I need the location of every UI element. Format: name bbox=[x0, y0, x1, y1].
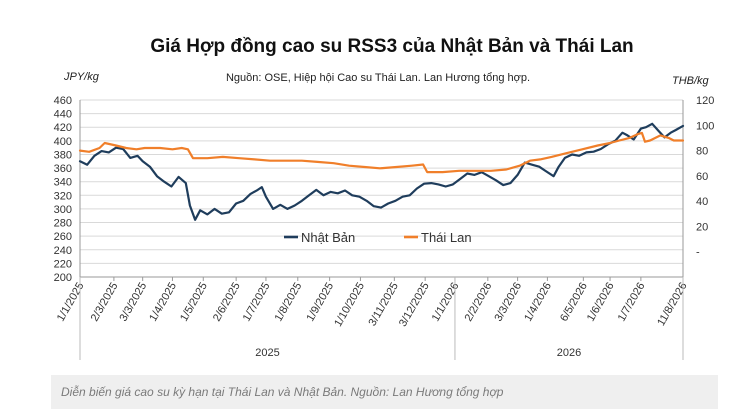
y-left-tick-label: 260 bbox=[54, 231, 72, 243]
y-left-tick-label: 360 bbox=[54, 163, 72, 175]
year-group-label: 2025 bbox=[255, 347, 279, 359]
y-left-tick-label: 420 bbox=[54, 122, 72, 134]
y-right-tick-label: - bbox=[696, 247, 700, 259]
y-right-axis-ticks: 120 100 80 60 40 20 - bbox=[696, 95, 714, 259]
x-tick-label: 2/2/2026 bbox=[463, 281, 495, 324]
chart-title: Giá Hợp đồng cao su RSS3 của Nhật Bản và… bbox=[150, 36, 633, 57]
x-tick-label: 1/8/2025 bbox=[273, 281, 305, 324]
y-left-tick-label: 460 bbox=[54, 95, 72, 107]
x-tick-label: 11/8/2026 bbox=[655, 281, 689, 329]
x-tick-label: 2/6/2025 bbox=[211, 281, 243, 324]
y-left-unit: JPY/kg bbox=[63, 71, 100, 83]
y-left-tick-label: 400 bbox=[54, 136, 72, 148]
y-right-tick-label: 120 bbox=[696, 95, 714, 107]
y-left-tick-label: 300 bbox=[54, 204, 72, 216]
legend: Nhật Bản Thái Lan bbox=[284, 230, 472, 245]
gridlines bbox=[80, 99, 683, 278]
y-right-unit: THB/kg bbox=[672, 75, 710, 87]
x-tick-label: 1/1/2025 bbox=[55, 281, 87, 324]
x-tick-label: 1/10/2025 bbox=[332, 281, 367, 329]
y-left-tick-label: 200 bbox=[54, 272, 72, 284]
y-right-tick-label: 100 bbox=[696, 120, 714, 132]
y-right-tick-label: 20 bbox=[696, 221, 708, 233]
y-left-tick-label: 220 bbox=[54, 258, 72, 270]
legend-label-thailand: Thái Lan bbox=[421, 230, 472, 245]
x-tick-label: 1/9/2025 bbox=[304, 281, 336, 324]
x-tick-label: 1/7/2026 bbox=[616, 281, 648, 324]
y-left-tick-label: 340 bbox=[54, 177, 72, 189]
y-left-tick-label: 440 bbox=[54, 109, 72, 121]
series-line-japan bbox=[78, 122, 685, 221]
axes bbox=[79, 100, 684, 278]
x-axis-year-groups: 2025 2026 bbox=[79, 277, 684, 360]
caption-text: Diễn biến giá cao su kỳ hạn tại Thái Lan… bbox=[61, 385, 504, 399]
x-tick-label: 2/3/2025 bbox=[89, 281, 121, 324]
y-left-tick-label: 320 bbox=[54, 190, 72, 202]
x-tick-label: 1/7/2025 bbox=[241, 281, 273, 324]
y-left-tick-label: 280 bbox=[54, 218, 72, 230]
x-tick-label: 1/4/2025 bbox=[147, 281, 179, 324]
caption-bar: Diễn biến giá cao su kỳ hạn tại Thái Lan… bbox=[51, 375, 718, 409]
x-tick-label: 1/1/2026 bbox=[430, 281, 462, 324]
legend-label-japan: Nhật Bản bbox=[301, 230, 355, 245]
year-group-label: 2026 bbox=[557, 347, 581, 359]
series-lines bbox=[78, 122, 685, 221]
x-tick-label: 1/5/2025 bbox=[178, 281, 210, 324]
x-tick-label: 3/3/2025 bbox=[117, 281, 149, 324]
y-right-tick-label: 80 bbox=[696, 146, 708, 158]
series-line-thailand bbox=[78, 131, 685, 174]
y-right-tick-label: 60 bbox=[696, 171, 708, 183]
x-tick-label: 3/11/2025 bbox=[366, 281, 400, 329]
x-tick-label: 1/4/2026 bbox=[522, 281, 554, 324]
y-left-tick-label: 240 bbox=[54, 245, 72, 257]
y-right-tick-label: 40 bbox=[696, 196, 708, 208]
chart-subtitle: Nguồn: OSE, Hiệp hội Cao su Thái Lan. La… bbox=[226, 72, 530, 84]
x-tick-label: 3/12/2025 bbox=[397, 281, 432, 329]
y-left-tick-label: 380 bbox=[54, 149, 72, 161]
x-tick-label: 3/3/2026 bbox=[492, 281, 524, 324]
